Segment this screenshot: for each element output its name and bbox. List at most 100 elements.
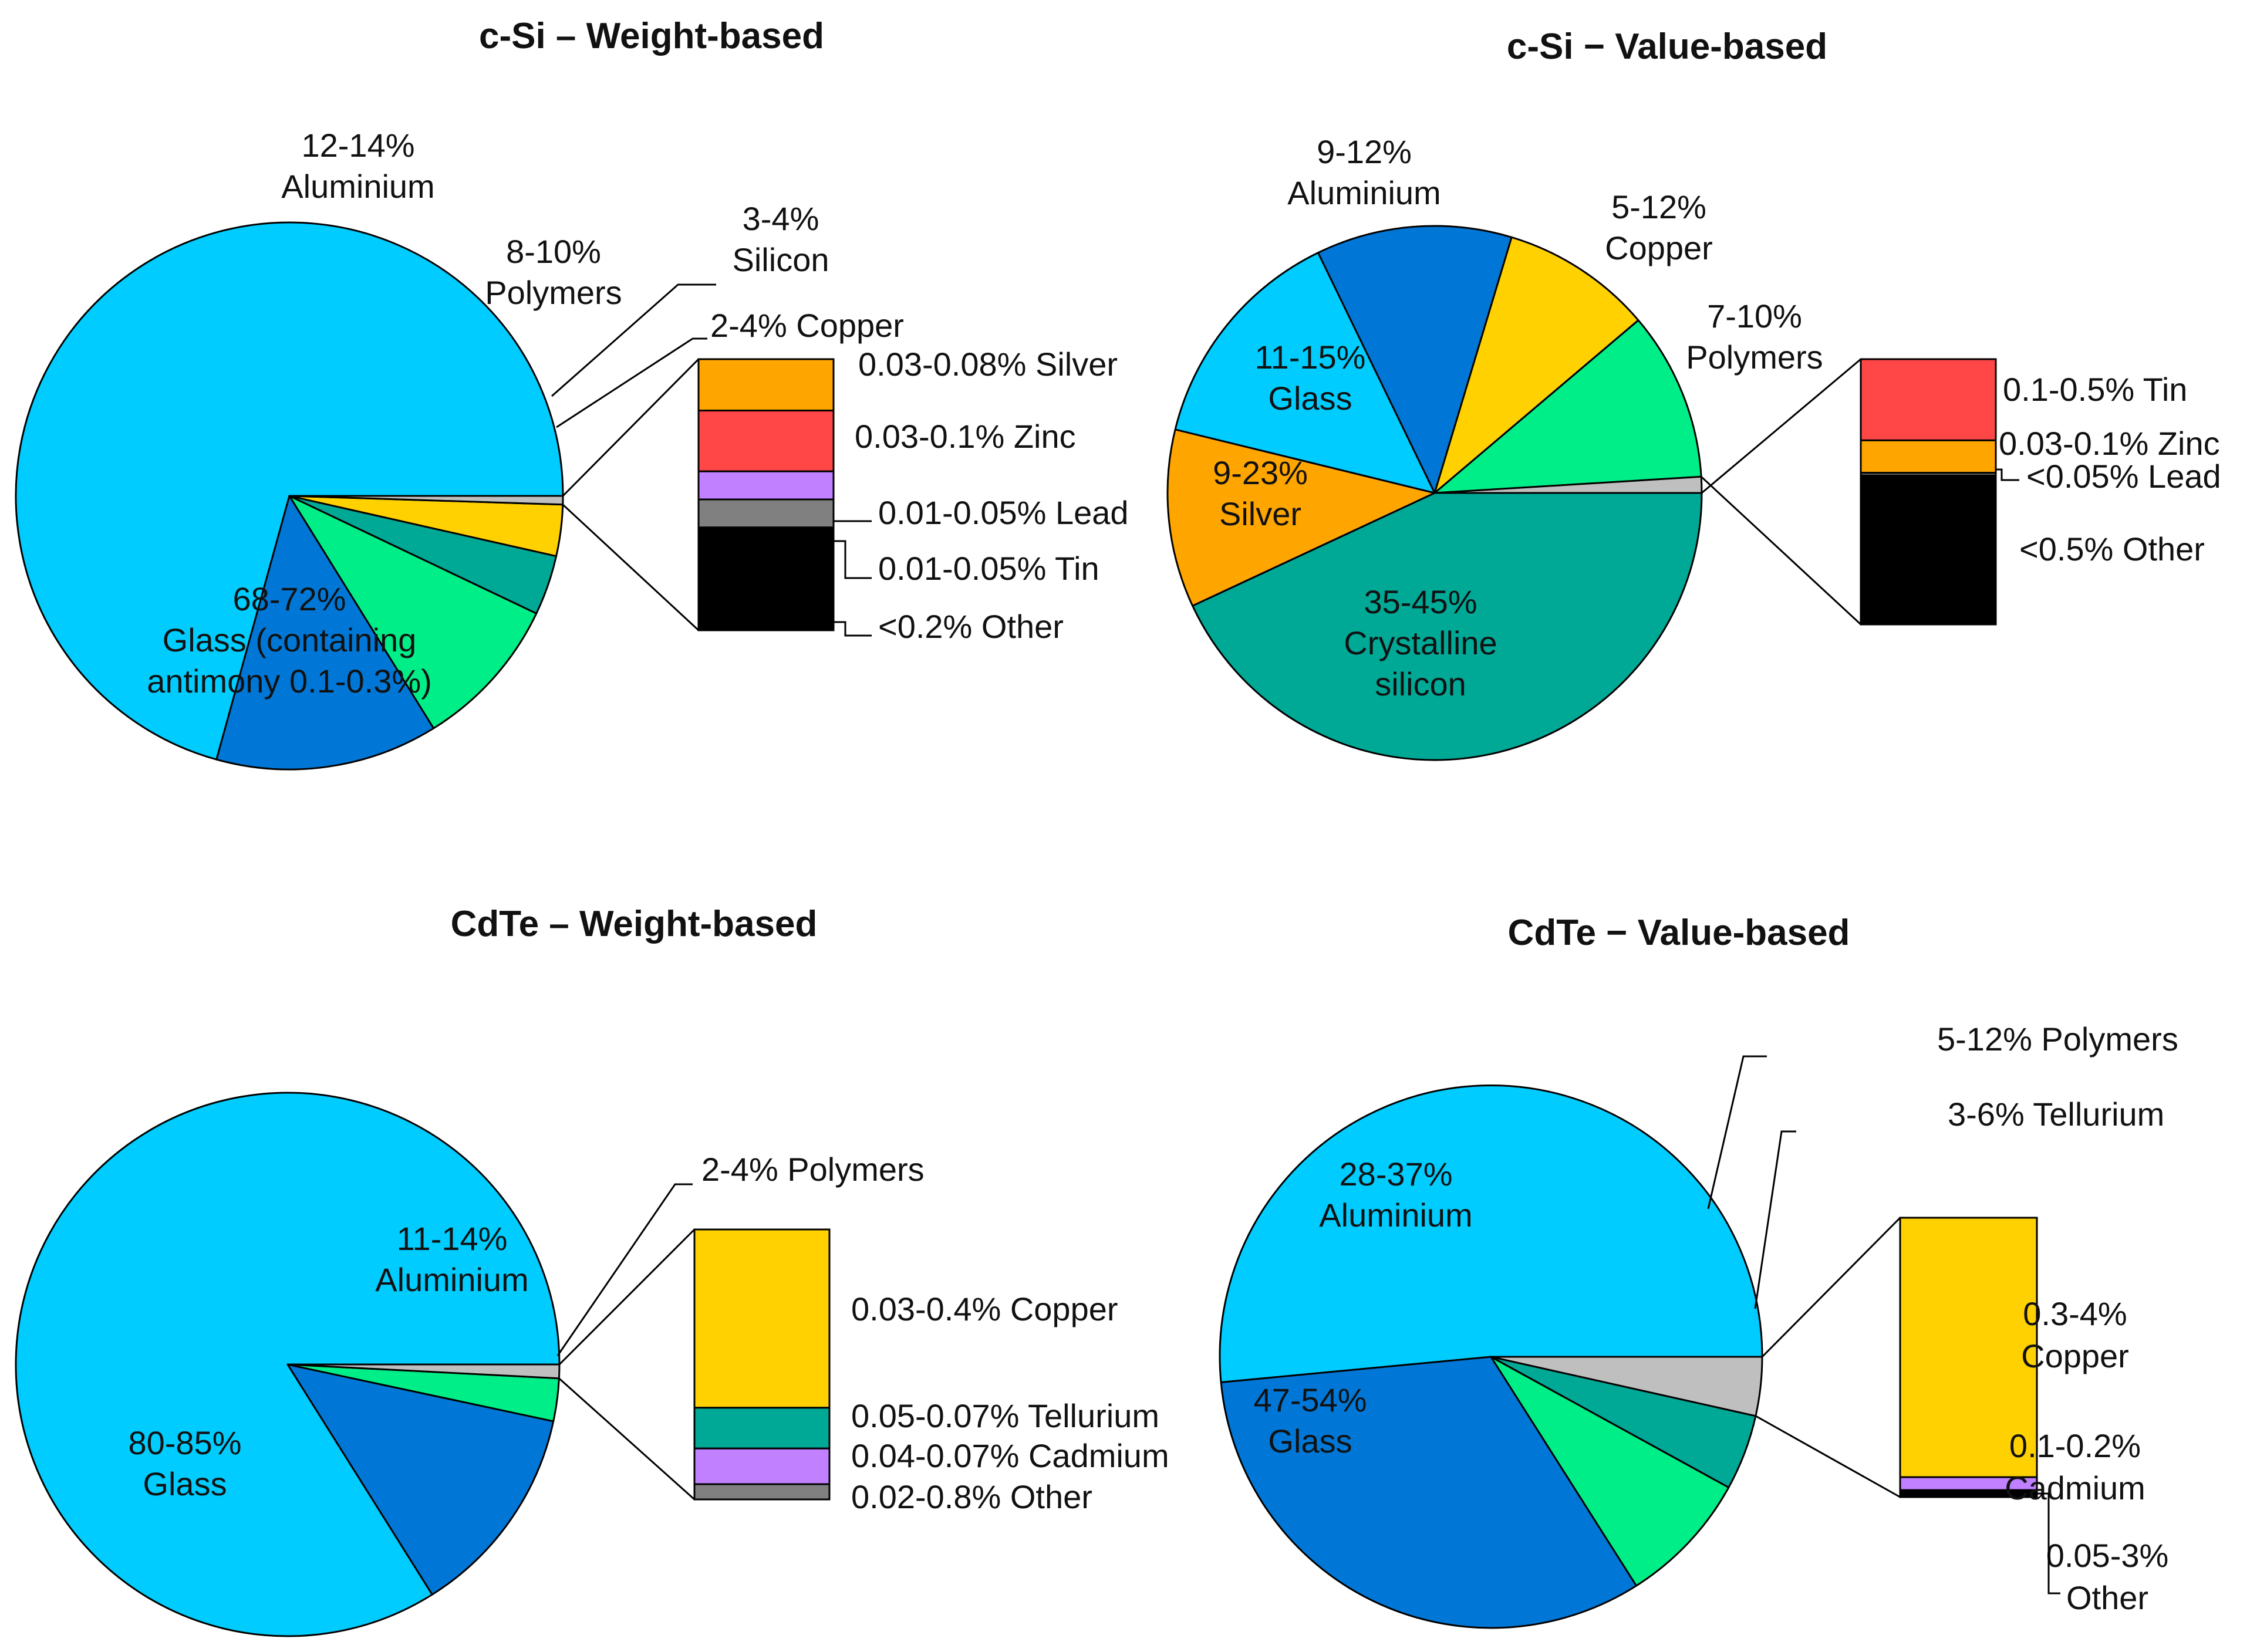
chart-3-leader-polymers (556, 1183, 693, 1356)
chart-3-slice-glass (15, 1092, 561, 1637)
chart-1-slice-others-detail (288, 495, 564, 506)
chart-4-leader-polymers (1707, 1055, 1767, 1210)
chart-4-label-polymers: 5-12% Polymers (1937, 1021, 2178, 1058)
chart-4-bar-label-cadmium-2: Cadmium (2005, 1469, 2145, 1506)
chart-4-slice-glass (1219, 1085, 1763, 1383)
chart-3-bar-copper (693, 1228, 831, 1409)
chart-3-label-glass-2: Glass (143, 1465, 227, 1502)
chart-3-bar-other (693, 1483, 831, 1501)
chart-1-slice-polymers (288, 495, 538, 729)
chart-4-slice-aluminium (1220, 1356, 1638, 1629)
chart-4-bar-label-copper-2: Copper (2021, 1337, 2129, 1374)
chart-4-label-aluminium-2: Aluminium (1319, 1197, 1472, 1234)
chart-2-slice-glass (1174, 252, 1436, 494)
chart-3-label-aluminium-2: Aluminium (375, 1261, 528, 1298)
chart-1-label-copper: 2-4% Copper (710, 307, 904, 344)
chart-2-label-aluminium-1: 9-12% (1317, 133, 1412, 170)
chart-2-connector-bottom (1701, 476, 1862, 626)
chart-1-label-glass-3: antimony 0.1-0.3%) (147, 663, 432, 700)
chart-2-bar-label-other: <0.5% Other (2019, 531, 2205, 567)
chart-2-label-crystalline-silicon-2: Crystalline (1344, 624, 1497, 661)
chart-1-label-silicon-1: 3-4% (743, 200, 819, 237)
chart-4-label-aluminium-1: 28-37% (1339, 1156, 1452, 1192)
chart-2-label-polymers-2: Polymers (1686, 339, 1823, 376)
chart-1-label-polymers-2: Polymers (485, 274, 622, 311)
chart-2-label-crystalline-silicon-1: 35-45% (1364, 583, 1477, 620)
chart-3-connector-bottom (558, 1377, 696, 1501)
chart-2-bar-label-lead: <0.05% Lead (2026, 458, 2221, 495)
chart-4-bar-label-copper-1: 0.3-4% (2023, 1295, 2127, 1332)
chart-2-label-glass-2: Glass (1268, 380, 1352, 417)
chart-4-slice-others-detail (1490, 1356, 1763, 1417)
chart-3-bar-label-tellurium: 0.05-0.07% Tellurium (851, 1397, 1159, 1434)
chart-2-bar-zinc (1860, 439, 1997, 474)
chart-4-bar-label-other-1: 0.05-3% (2046, 1537, 2169, 1574)
chart-2-label-copper-1: 5-12% (1611, 188, 1706, 225)
chart-4-bar-copper (1899, 1217, 2038, 1478)
chart-2-bar-other (1860, 474, 1997, 626)
chart-1-leader-silicon (551, 283, 716, 397)
chart-1-bar-zinc (697, 410, 835, 472)
chart-2-bar-tin (1860, 358, 1997, 441)
chart-2-label-aluminium-2: Aluminium (1287, 174, 1441, 211)
chart-2-slice-polymers (1433, 319, 1702, 494)
chart-4-title: CdTe − Value-based (1508, 913, 1850, 953)
chart-3-connector-top (558, 1228, 696, 1366)
chart-4-label-glass-1: 47-54% (1253, 1381, 1367, 1418)
chart-2-label-crystalline-silicon-3: silicon (1375, 665, 1466, 702)
chart-1-bar-tin (697, 498, 835, 529)
chart-4-bar-label-other-2: Other (2066, 1579, 2148, 1616)
chart-2-slice-aluminium (1317, 225, 1513, 494)
chart-1-label-aluminium-1: 12-14% (301, 127, 414, 164)
chart-2-label-glass-1: 11-15% (1255, 339, 1366, 376)
chart-1-connector-top (562, 358, 700, 497)
chart-3-label-glass-1: 80-85% (128, 1424, 241, 1461)
chart-3-slice-aluminium (286, 1363, 555, 1596)
chart-1-ptr-tin (834, 540, 872, 579)
chart-1-label-polymers-1: 8-10% (506, 233, 601, 270)
chart-1-bar-lead (697, 470, 835, 501)
chart-1-leader-copper (556, 337, 707, 428)
chart-1-bar-label-tin: 0.01-0.05% Tin (878, 550, 1099, 587)
chart-1-ptr-other (834, 621, 872, 637)
chart-1-bar-label-zinc: 0.03-0.1% Zinc (855, 418, 1076, 455)
chart-1-bar-other (697, 526, 835, 631)
chart-4-bar-label-cadmium-1: 0.1-0.2% (2009, 1427, 2141, 1464)
chart-2-ptr-lead (1996, 468, 2019, 481)
chart-4-connector-bottom (1755, 1415, 1901, 1498)
chart-2-label-silver-1: 9-23% (1213, 454, 1308, 491)
chart-1-bar-label-silver: 0.03-0.08% Silver (858, 346, 1118, 383)
chart-2-slice-copper (1433, 236, 1639, 494)
chart-3-bar-label-copper: 0.03-0.4% Copper (851, 1290, 1118, 1327)
chart-1-label-glass-1: 68-72% (232, 580, 346, 617)
chart-4-connector-top (1761, 1217, 1901, 1358)
chart-4-leader-tellurium (1754, 1130, 1796, 1309)
chart-1-title: c-Si – Weight-based (479, 16, 824, 56)
chart-1-label-aluminium-2: Aluminium (281, 168, 434, 205)
chart-2-title: c-Si − Value-based (1507, 26, 1827, 67)
chart-3-slice-others-detail (286, 1363, 561, 1380)
chart-3-title: CdTe – Weight-based (451, 904, 818, 944)
chart-3-label-polymers: 2-4% Polymers (701, 1151, 925, 1188)
chart-1-bar-label-other: <0.2% Other (878, 608, 1064, 645)
chart-3-label-aluminium-1: 11-14% (397, 1220, 508, 1257)
chart-4-ptr-other (2037, 1492, 2060, 1594)
chart-2-bar-label-tin: 0.1-0.5% Tin (2003, 371, 2187, 408)
chart-1-slice-aluminium (215, 495, 435, 771)
chart-2-label-polymers-1: 7-10% (1707, 298, 1802, 335)
chart-4-label-tellurium: 3-6% Tellurium (1948, 1096, 2164, 1133)
chart-2-slice-crystalline-silicon (1192, 492, 1703, 761)
chart-3-bar-label-other: 0.02-0.8% Other (851, 1478, 1092, 1515)
chart-2-label-copper-2: Copper (1605, 229, 1713, 266)
chart-1-label-silicon-2: Silicon (733, 241, 829, 278)
chart-1-slice-glass (15, 221, 564, 761)
chart-3-bar-label-cadmium: 0.04-0.07% Cadmium (851, 1437, 1169, 1474)
chart-1-bar-silver (697, 358, 835, 412)
chart-1-connector-bottom (562, 504, 700, 631)
chart-1-bar-label-lead: 0.01-0.05% Lead (878, 494, 1129, 531)
chart-2-connector-top (1701, 358, 1861, 494)
chart-2-slice-silver (1166, 428, 1436, 607)
chart-2-bar-label-zinc: 0.03-0.1% Zinc (1999, 425, 2220, 462)
chart-4-label-glass-2: Glass (1268, 1423, 1352, 1460)
